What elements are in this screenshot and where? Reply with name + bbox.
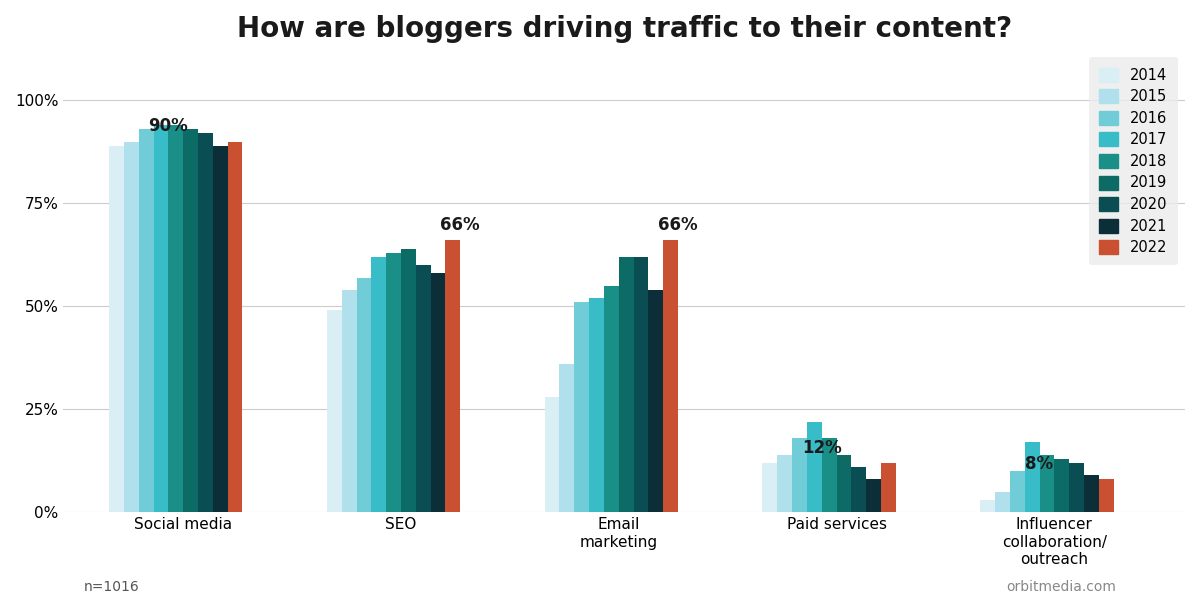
Bar (881, 463, 895, 512)
Title: How are bloggers driving traffic to their content?: How are bloggers driving traffic to thei… (236, 15, 1012, 43)
Bar (589, 298, 604, 512)
Bar (648, 290, 664, 512)
Bar (1055, 459, 1069, 512)
Text: 66%: 66% (440, 216, 480, 234)
Text: 90%: 90% (149, 118, 188, 136)
Bar (866, 479, 881, 512)
Bar (168, 125, 184, 512)
Legend: 2014, 2015, 2016, 2017, 2018, 2019, 2020, 2021, 2022: 2014, 2015, 2016, 2017, 2018, 2019, 2020… (1090, 58, 1177, 265)
Bar (198, 133, 212, 512)
Bar (415, 265, 431, 512)
Bar (851, 467, 866, 512)
Bar (1069, 463, 1084, 512)
Bar (762, 463, 778, 512)
Bar (212, 146, 228, 512)
Bar (228, 142, 242, 512)
Bar (445, 241, 460, 512)
Bar (109, 146, 124, 512)
Bar (778, 455, 792, 512)
Bar (559, 364, 575, 512)
Text: n=1016: n=1016 (84, 580, 139, 594)
Text: 12%: 12% (802, 439, 841, 457)
Bar (184, 129, 198, 512)
Bar (664, 241, 678, 512)
Text: orbitmedia.com: orbitmedia.com (1006, 580, 1116, 594)
Bar (545, 397, 559, 512)
Bar (980, 500, 995, 512)
Bar (806, 422, 822, 512)
Bar (371, 257, 386, 512)
Bar (1039, 455, 1055, 512)
Bar (604, 286, 619, 512)
Bar (401, 249, 415, 512)
Text: 8%: 8% (1026, 455, 1054, 473)
Bar (386, 253, 401, 512)
Bar (1084, 475, 1099, 512)
Bar (1025, 442, 1039, 512)
Bar (326, 310, 342, 512)
Bar (139, 129, 154, 512)
Bar (356, 278, 371, 512)
Bar (792, 438, 806, 512)
Bar (124, 142, 139, 512)
Bar (995, 492, 1010, 512)
Bar (575, 302, 589, 512)
Bar (836, 455, 851, 512)
Bar (431, 274, 445, 512)
Text: 66%: 66% (658, 216, 697, 234)
Bar (1099, 479, 1114, 512)
Bar (154, 125, 168, 512)
Bar (342, 290, 356, 512)
Bar (619, 257, 634, 512)
Bar (634, 257, 648, 512)
Bar (822, 438, 836, 512)
Bar (1010, 471, 1025, 512)
